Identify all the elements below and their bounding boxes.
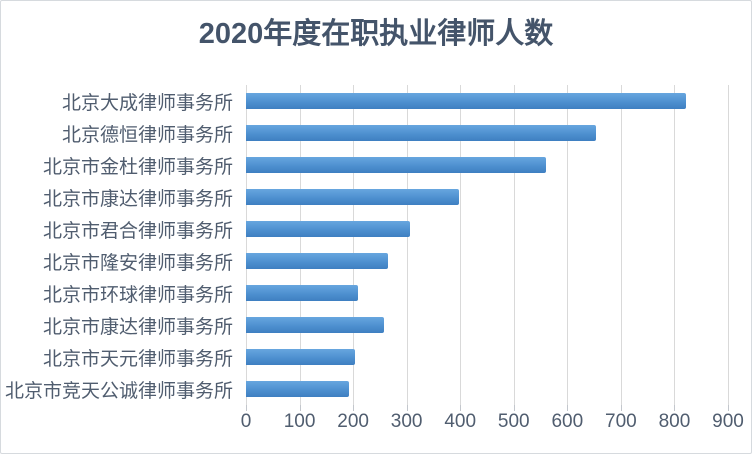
axis-tick xyxy=(406,405,408,411)
gridline xyxy=(406,85,408,405)
category-axis-labels: 北京大成律师事务所 北京德恒律师事务所 北京市金杜律师事务所 北京市康达律师事务所 北京… xyxy=(1,85,239,405)
category-label: 北京市天元律师事务所 xyxy=(42,348,233,370)
value-axis-tick-label: 200 xyxy=(337,411,369,432)
bar xyxy=(246,253,389,269)
category-label: 北京市康达律师事务所 xyxy=(42,188,233,210)
gridline xyxy=(299,85,301,405)
value-axis-tick-label: 600 xyxy=(551,411,584,432)
value-axis-tick-label: 300 xyxy=(390,411,423,432)
category-label: 北京大成律师事务所 xyxy=(61,92,233,114)
plot-area xyxy=(246,85,729,411)
axis-tick xyxy=(674,405,676,411)
axis-tick xyxy=(513,405,515,411)
value-axis-tick-label: 800 xyxy=(658,411,691,432)
value-axis-tick-label: 100 xyxy=(283,411,316,432)
bar xyxy=(246,125,597,141)
gridline xyxy=(567,85,569,405)
gridline xyxy=(674,85,676,405)
bar xyxy=(246,221,411,237)
bar xyxy=(246,317,385,333)
category-label: 北京市康达律师事务所 xyxy=(42,316,233,338)
gridline xyxy=(513,85,515,405)
category-label: 北京德恒律师事务所 xyxy=(61,124,233,146)
chart-title: 2020年度在职执业律师人数 xyxy=(198,18,554,50)
gridline xyxy=(728,85,729,405)
value-axis-labels: 0 100 200 300 400 500 600 700 800 900 xyxy=(241,405,744,435)
gridline xyxy=(620,85,622,405)
category-label: 北京市隆安律师事务所 xyxy=(42,252,233,274)
bar xyxy=(246,189,459,205)
value-axis-tick-label: 900 xyxy=(712,411,744,432)
gridline xyxy=(246,85,247,405)
axis-tick xyxy=(620,405,622,411)
axis-tick xyxy=(567,405,569,411)
axis-tick xyxy=(728,405,729,411)
axis-tick xyxy=(299,405,301,411)
category-label: 北京市竞天公诚律师事务所 xyxy=(4,380,233,402)
category-label: 北京市环球律师事务所 xyxy=(42,284,233,306)
category-label: 北京市金杜律师事务所 xyxy=(42,156,233,178)
value-axis-tick-label: 700 xyxy=(605,411,637,432)
bar xyxy=(246,285,358,301)
category-label: 北京市君合律师事务所 xyxy=(42,220,233,242)
bar xyxy=(246,93,687,109)
axis-tick xyxy=(246,405,247,411)
axis-tick xyxy=(353,405,355,411)
value-axis-tick-label: 500 xyxy=(497,411,530,432)
gridline xyxy=(460,85,462,405)
bar xyxy=(246,157,547,173)
axis-tick xyxy=(460,405,462,411)
value-axis-tick-label: 400 xyxy=(444,411,477,432)
value-axis-tick-label: 0 xyxy=(240,411,252,432)
gridline xyxy=(353,85,355,405)
bar xyxy=(246,349,356,365)
bar xyxy=(246,381,349,397)
